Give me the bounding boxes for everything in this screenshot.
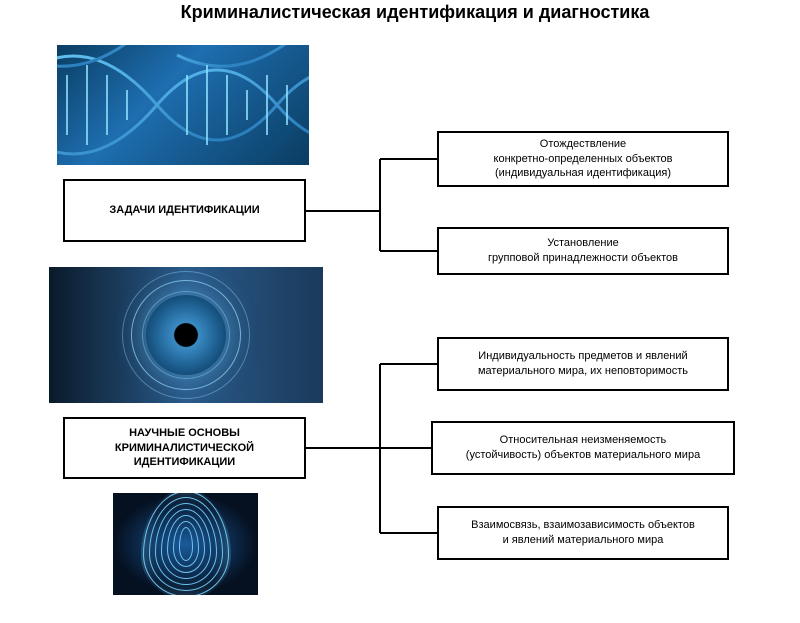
dna-illustration xyxy=(57,45,309,165)
box-bases-title: НАУЧНЫЕ ОСНОВЫ КРИМИНАЛИСТИЧЕСКОЙ ИДЕНТИ… xyxy=(63,417,306,479)
page-title: Криминалистическая идентификация и диагн… xyxy=(0,0,800,23)
dna-image xyxy=(57,45,309,165)
fingerprint-image xyxy=(113,493,258,595)
box-task-1: Отождествление конкретно-определенных об… xyxy=(437,131,729,187)
box-tasks-title: ЗАДАЧИ ИДЕНТИФИКАЦИИ xyxy=(63,179,306,242)
diagram-container: ЗАДАЧИ ИДЕНТИФИКАЦИИ Отождествление конк… xyxy=(0,23,800,599)
box-base-3: Взаимосвязь, взаимозависимость объектов … xyxy=(437,506,729,560)
fingerprint-illustration xyxy=(141,493,231,595)
eye-image xyxy=(49,267,323,403)
box-task-2: Установление групповой принадлежности об… xyxy=(437,227,729,275)
box-base-2: Относительная неизменяемость (устойчивос… xyxy=(431,421,735,475)
eye-hud-ring xyxy=(131,280,241,390)
box-base-1: Индивидуальность предметов и явлений мат… xyxy=(437,337,729,391)
